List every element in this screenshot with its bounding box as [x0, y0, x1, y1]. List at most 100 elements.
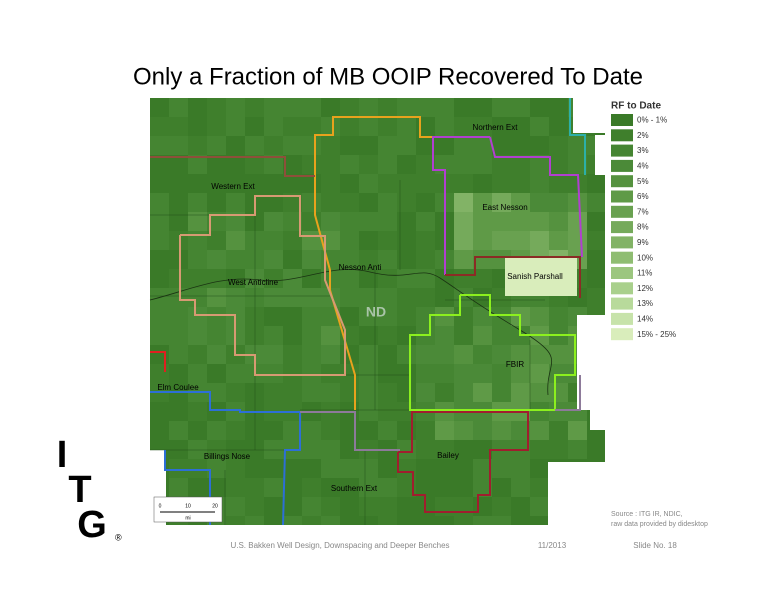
map-cell: [207, 326, 226, 345]
map-cell: [188, 174, 207, 193]
map-cell: [416, 478, 435, 497]
legend-swatch: [611, 114, 633, 126]
region-label: West Anticline: [228, 278, 279, 287]
map-cell: [302, 193, 321, 212]
map-cell: [283, 516, 302, 525]
map-cell: [416, 250, 435, 269]
map-cell: [302, 288, 321, 307]
region-label: Nesson Anti: [339, 263, 382, 272]
map-cell: [511, 421, 530, 440]
map-cell: [188, 288, 207, 307]
map-cell: [283, 174, 302, 193]
map-gap: [577, 315, 605, 410]
map-cell: [549, 136, 568, 155]
map-cell: [226, 155, 245, 174]
map-cell: [150, 402, 169, 421]
map-cell: [188, 98, 207, 117]
map-cell: [511, 478, 530, 497]
map-cell: [473, 478, 492, 497]
map-cell: [473, 250, 492, 269]
map-cell: [340, 136, 359, 155]
map-cell: [473, 155, 492, 174]
map-cell: [397, 459, 416, 478]
scale-label: mi: [185, 515, 190, 521]
map-cell: [226, 250, 245, 269]
map-cell: [188, 440, 207, 459]
map-cell: [416, 459, 435, 478]
map-cell: [302, 117, 321, 136]
map-cell: [416, 421, 435, 440]
region-label: Western Ext: [211, 182, 255, 191]
map-cell: [321, 155, 340, 174]
legend-label: 5%: [637, 177, 649, 186]
map-cell: [397, 288, 416, 307]
map-cell: [416, 231, 435, 250]
map-cell: [245, 459, 264, 478]
map-cell: [264, 250, 283, 269]
footer-date: 11/2013: [538, 541, 567, 550]
map-cell: [169, 288, 188, 307]
region-outline: [150, 156, 315, 177]
map-cell: [359, 516, 378, 525]
map-cell: [302, 250, 321, 269]
map-cell: [188, 421, 207, 440]
map-cell: [473, 383, 492, 402]
map-cell: [264, 193, 283, 212]
map-cell: [530, 231, 549, 250]
map-cell: [264, 326, 283, 345]
map-gap: [595, 135, 605, 175]
map-cell: [378, 421, 397, 440]
map-cell: [416, 307, 435, 326]
map-cell: [264, 117, 283, 136]
legend-label: 14%: [637, 315, 653, 324]
map-cell: [568, 155, 587, 174]
slide-title: Only a Fraction of MB OOIP Recovered To …: [133, 63, 643, 90]
map-cell: [435, 288, 454, 307]
map-cell: [207, 98, 226, 117]
map-cell: [511, 212, 530, 231]
map-cell: [226, 117, 245, 136]
map-cell: [435, 117, 454, 136]
map-cell: [530, 364, 549, 383]
map-cell: [264, 212, 283, 231]
map-cell: [568, 212, 587, 231]
map-cell: [378, 98, 397, 117]
legend-label: 15% - 25%: [637, 330, 676, 339]
map-cell: [264, 459, 283, 478]
legend-label: 7%: [637, 207, 649, 216]
map-cell: [321, 478, 340, 497]
map-cell: [283, 307, 302, 326]
map-cell: [435, 136, 454, 155]
map-cell: [283, 326, 302, 345]
map-cell: [359, 288, 378, 307]
map-cell: [530, 459, 549, 478]
map-cell: [207, 440, 226, 459]
map-cell: [283, 345, 302, 364]
map-cell: [568, 421, 587, 440]
map-cell: [397, 193, 416, 212]
map-cell: [549, 212, 568, 231]
map-cell: [378, 383, 397, 402]
map-cell: [568, 231, 587, 250]
map-cell: [359, 231, 378, 250]
map-cell: [435, 497, 454, 516]
map-cell: [492, 364, 511, 383]
map-cell: [549, 117, 568, 136]
map-cell: [245, 307, 264, 326]
map-cell: [530, 440, 549, 459]
map-cell: [378, 516, 397, 525]
map-cell: [378, 497, 397, 516]
map-cell: [530, 98, 549, 117]
region-label: Sanish Parshall: [507, 272, 563, 281]
map-cell: [207, 307, 226, 326]
legend-swatch: [611, 297, 633, 310]
map-cell: [511, 383, 530, 402]
map-cell: [416, 364, 435, 383]
region-label: Northern Ext: [473, 123, 519, 132]
source-line: raw data provided by didesktop: [611, 521, 708, 528]
map-cell: [188, 212, 207, 231]
map-cell: [359, 459, 378, 478]
map-cell: [416, 136, 435, 155]
region-outline: [489, 136, 583, 258]
map-cell: [397, 478, 416, 497]
